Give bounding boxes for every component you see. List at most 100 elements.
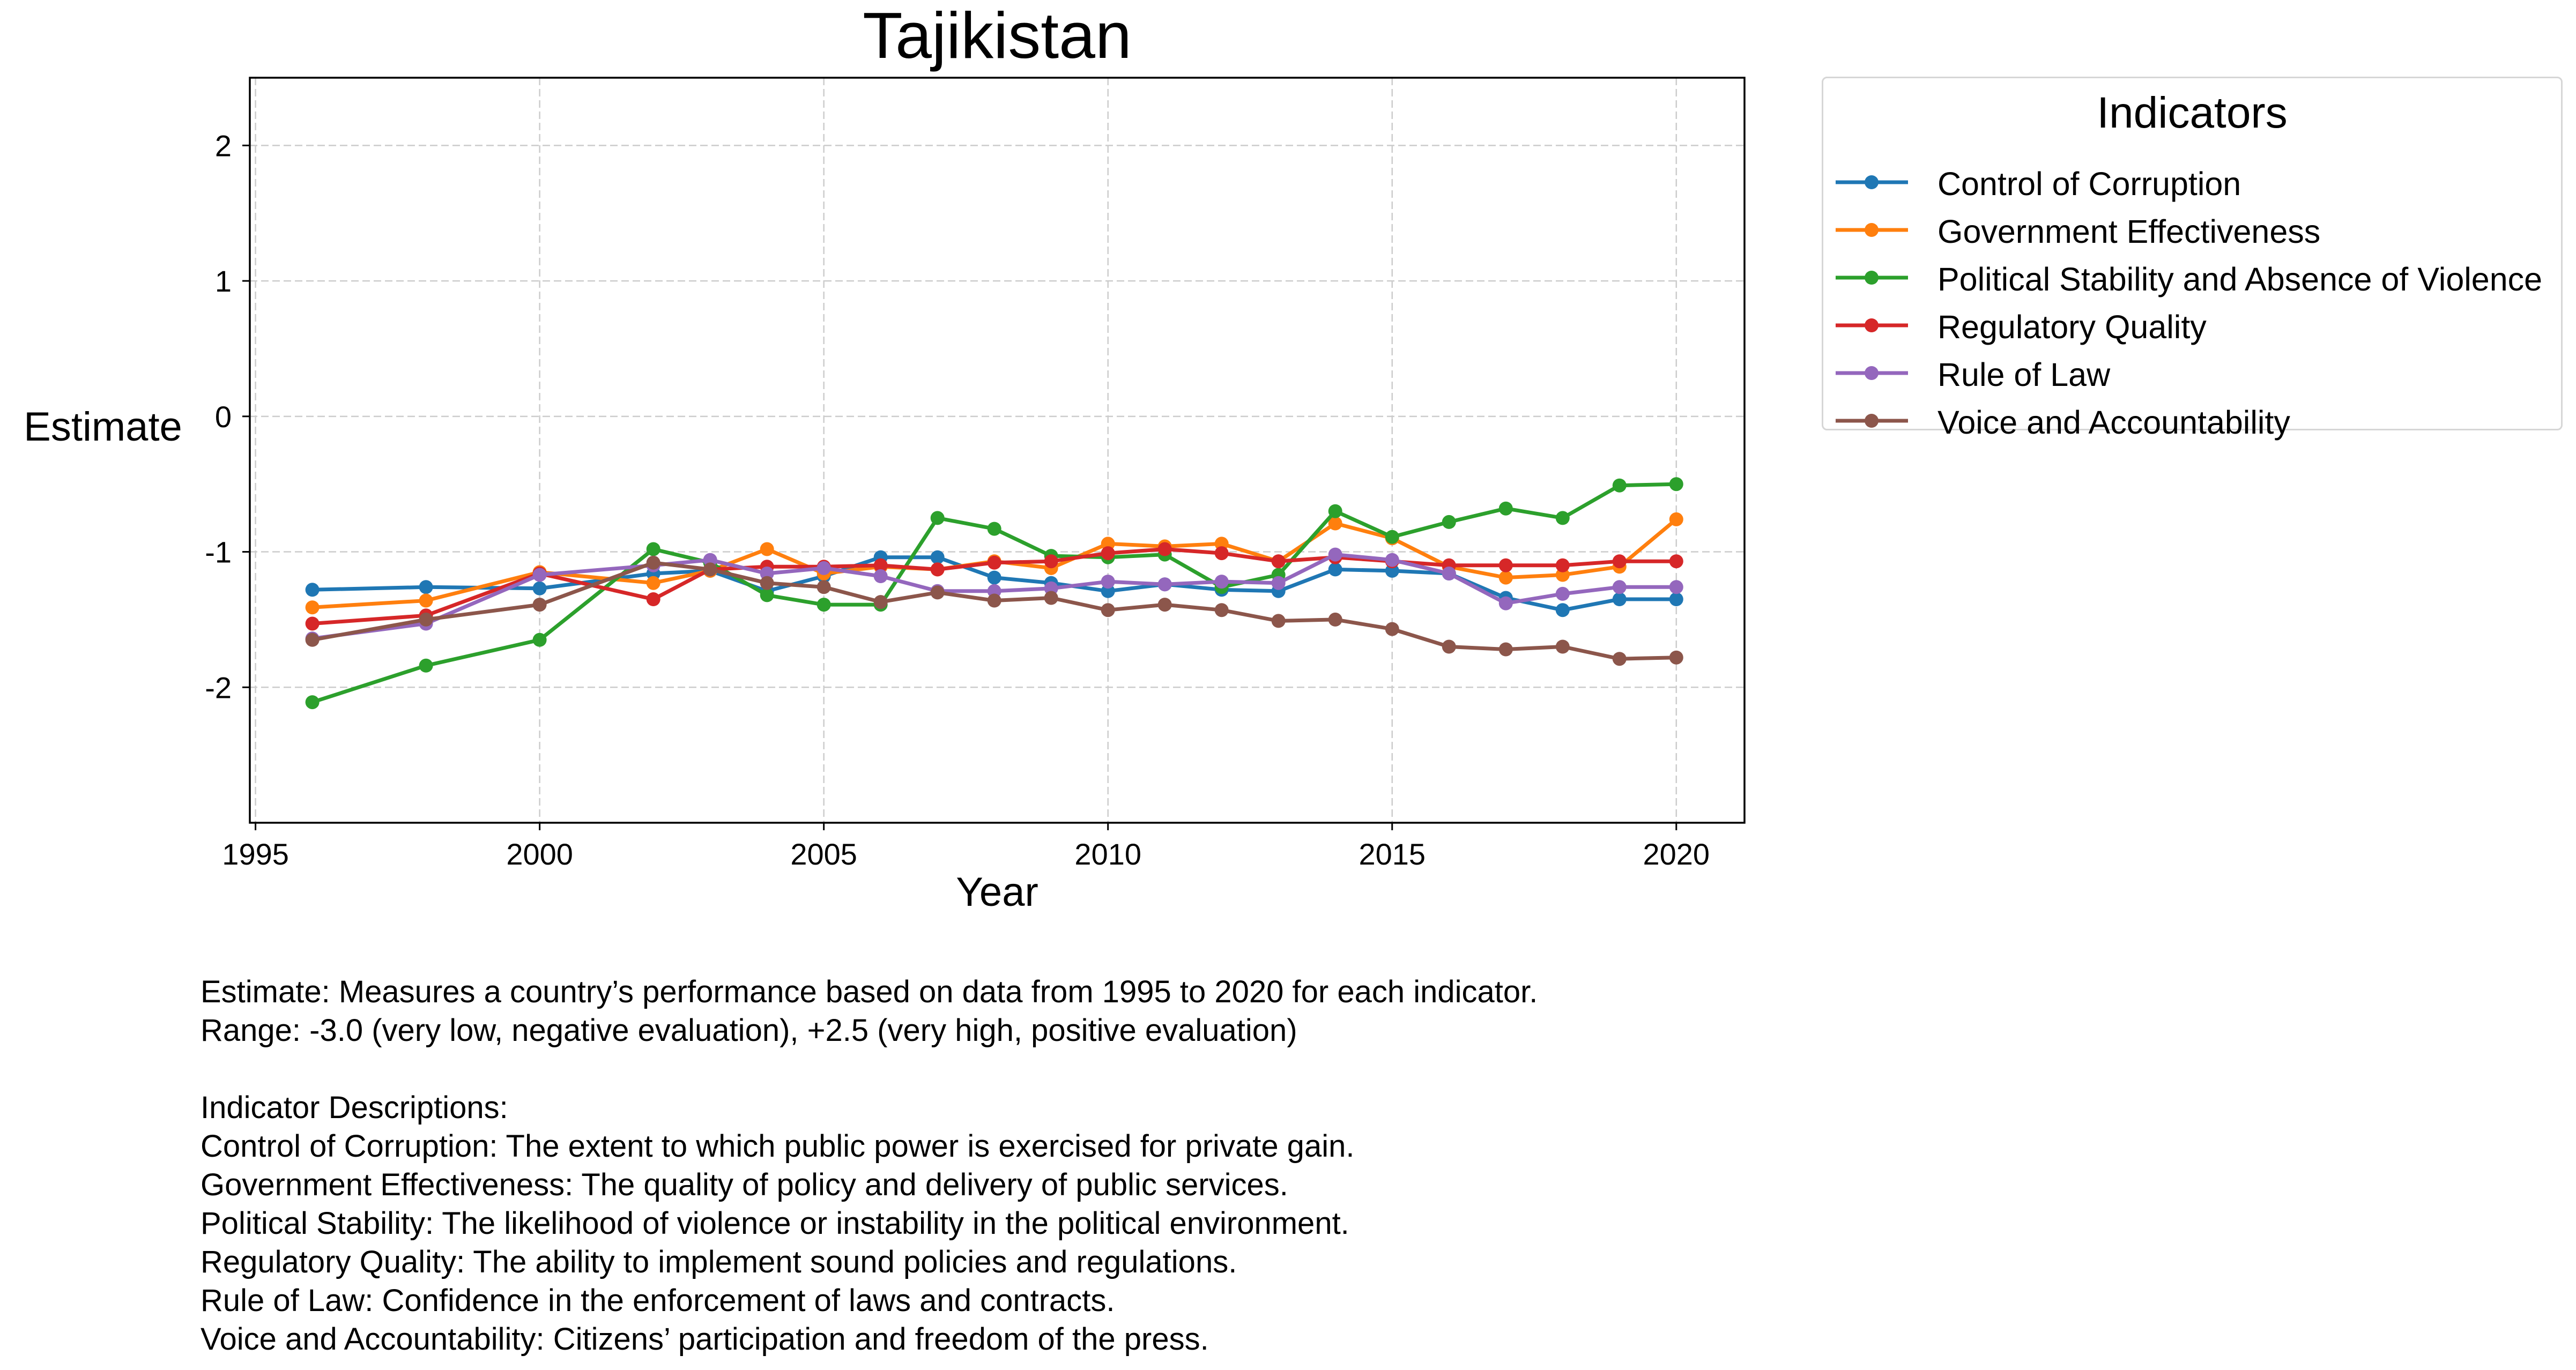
data-point: [1612, 554, 1627, 569]
legend-item: Regulatory Quality: [1833, 304, 2551, 347]
legend-item: Rule of Law: [1833, 352, 2551, 394]
legend-label: Regulatory Quality: [1937, 309, 2207, 345]
data-point: [1328, 504, 1342, 518]
data-point: [816, 561, 831, 575]
data-point: [873, 595, 888, 609]
data-point: [987, 593, 1001, 608]
data-point: [760, 542, 774, 556]
notes-desc-voice: Voice and Accountability: Citizens’ part…: [201, 1322, 1209, 1357]
data-point: [1498, 501, 1513, 516]
data-point: [1612, 652, 1627, 666]
legend-swatch: [1836, 414, 1908, 428]
data-point: [1669, 554, 1683, 569]
data-point: [1101, 603, 1115, 617]
legend-label: Voice and Accountability: [1937, 404, 2290, 441]
data-point: [532, 632, 547, 647]
data-point: [1442, 567, 1456, 580]
notes-estimate-line: Estimate: Measures a country’s performan…: [201, 974, 1538, 1009]
data-point: [646, 592, 660, 606]
data-point: [1669, 650, 1683, 665]
data-point: [930, 562, 945, 577]
data-point: [1385, 622, 1399, 636]
data-point: [532, 568, 547, 582]
legend-label: Control of Corruption: [1937, 166, 2241, 202]
y-tick-label: -2: [205, 671, 232, 704]
notes: Estimate: Measures a country’s performan…: [201, 973, 1538, 1359]
data-point: [532, 598, 547, 612]
legend-swatch: [1836, 271, 1908, 285]
data-point: [1328, 516, 1342, 531]
notes-desc-government: Government Effectiveness: The quality of…: [201, 1167, 1288, 1202]
y-axis-label: Estimate: [24, 404, 182, 450]
chart-title: Tajikistan: [863, 0, 1132, 72]
data-point: [1612, 478, 1627, 493]
legend-label: Government Effectiveness: [1937, 213, 2321, 250]
x-tick-label: 2020: [1643, 837, 1710, 871]
data-point: [1214, 603, 1229, 617]
data-point: [1498, 570, 1513, 585]
x-tick-label: 1995: [222, 837, 289, 871]
legend-swatch: [1836, 223, 1908, 237]
data-point: [930, 585, 945, 600]
data-point: [1555, 511, 1570, 525]
grid-lines: [250, 78, 1744, 823]
data-point: [987, 555, 1001, 570]
data-point: [305, 583, 320, 597]
data-point: [419, 580, 433, 594]
data-point: [305, 616, 320, 631]
notes-range-line: Range: -3.0 (very low, negative evaluati…: [201, 1013, 1297, 1048]
data-point: [816, 598, 831, 612]
data-point: [419, 612, 433, 627]
data-point: [1271, 576, 1286, 590]
data-point: [646, 542, 660, 556]
plot-area-frame: [249, 77, 1746, 824]
y-tick-label: 2: [215, 129, 232, 162]
data-point: [1555, 603, 1570, 617]
legend-item: Political Stability and Absence of Viole…: [1833, 256, 2551, 299]
data-point: [1555, 586, 1570, 601]
data-point: [1328, 562, 1342, 577]
data-point: [1157, 577, 1172, 592]
series-line: [312, 553, 1676, 641]
data-point: [1669, 592, 1683, 606]
data-point: [873, 558, 888, 572]
data-point: [1498, 558, 1513, 572]
data-point: [305, 600, 320, 615]
notes-heading: Indicator Descriptions:: [201, 1090, 508, 1125]
data-point: [305, 632, 320, 647]
data-point: [1442, 515, 1456, 529]
data-point: [419, 593, 433, 608]
legend-label: Rule of Law: [1937, 356, 2111, 393]
x-tick-label: 2000: [506, 837, 573, 871]
data-point: [1044, 554, 1058, 569]
series-line: [312, 547, 1676, 626]
notes-desc-regulatory: Regulatory Quality: The ability to imple…: [201, 1245, 1237, 1279]
legend-item: Government Effectiveness: [1833, 209, 2551, 251]
legend-item: Voice and Accountability: [1833, 399, 2551, 442]
series-5: [305, 555, 1683, 666]
legend-swatch: [1836, 175, 1908, 189]
data-point: [1385, 530, 1399, 544]
notes-desc-corruption: Control of Corruption: The extent to whi…: [201, 1129, 1355, 1164]
data-point: [1669, 512, 1683, 526]
data-point: [1442, 639, 1456, 654]
notes-desc-political: Political Stability: The likelihood of v…: [201, 1206, 1349, 1241]
x-tick-label: 2015: [1358, 837, 1426, 871]
y-tick-label: 0: [215, 400, 232, 434]
data-point: [703, 562, 717, 577]
data-point: [1385, 553, 1399, 567]
data-point: [987, 522, 1001, 536]
data-point: [930, 511, 945, 525]
data-point: [1498, 596, 1513, 610]
data-point: [1328, 547, 1342, 562]
data-point: [1669, 580, 1683, 594]
data-point: [987, 570, 1001, 585]
x-tick-label: 2005: [790, 837, 857, 871]
data-point: [760, 588, 774, 602]
data-point: [816, 580, 831, 594]
data-point: [419, 658, 433, 673]
data-point: [1498, 642, 1513, 657]
legend-title: Indicators: [2097, 88, 2288, 137]
data-point: [646, 576, 660, 590]
